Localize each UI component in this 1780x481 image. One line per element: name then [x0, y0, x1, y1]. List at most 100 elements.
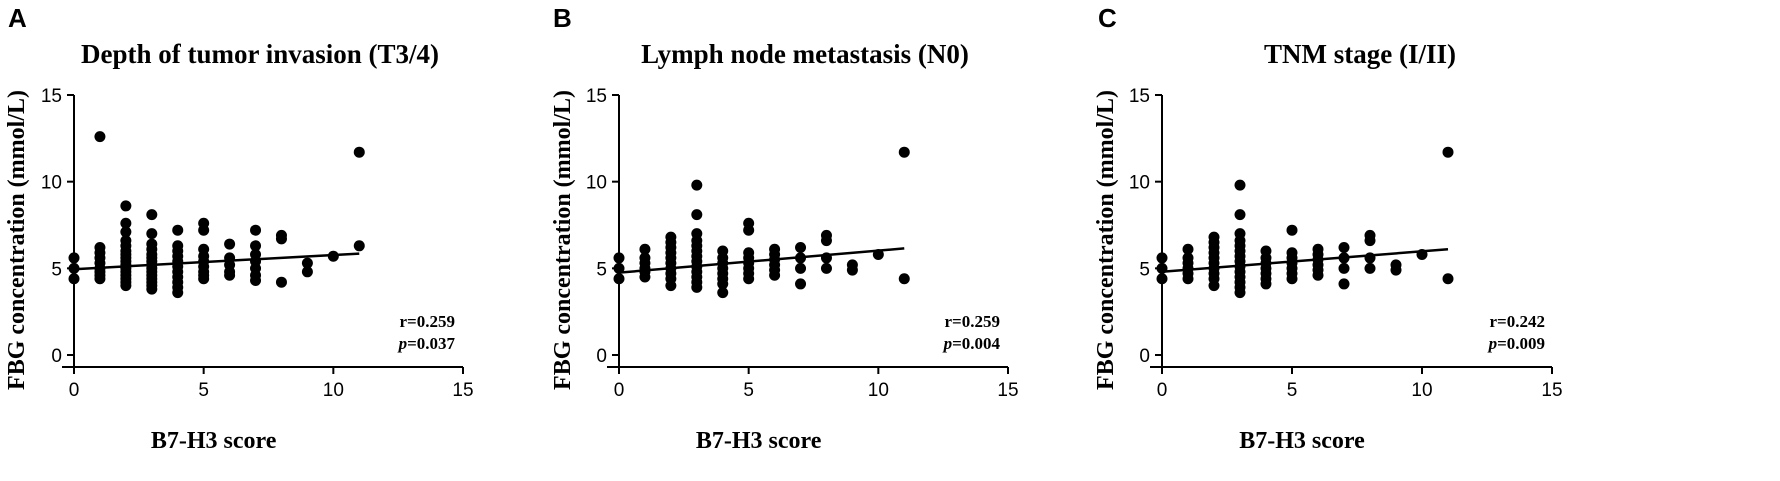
y-tick-label: 15 — [1129, 86, 1150, 107]
data-point — [1260, 278, 1272, 290]
data-point — [198, 273, 210, 285]
data-point — [743, 224, 755, 236]
x-tick-label: 5 — [1287, 380, 1298, 401]
x-tick-label: 10 — [868, 380, 889, 401]
p-symbol: p — [1487, 334, 1498, 353]
data-point — [1338, 278, 1350, 290]
r-value: r=0.242 — [1490, 312, 1545, 331]
data-point — [275, 233, 287, 245]
panel-label: B — [553, 3, 572, 33]
data-point — [1390, 264, 1402, 276]
data-point — [146, 209, 158, 221]
data-point — [820, 235, 832, 247]
y-tick-label: 0 — [51, 346, 62, 367]
data-point — [1182, 243, 1194, 255]
panel-label: A — [8, 3, 27, 33]
r-value: r=0.259 — [945, 312, 1000, 331]
x-axis-label: B7-H3 score — [1239, 428, 1365, 454]
data-point — [1286, 224, 1298, 236]
chart-panel-b: B Lymph node metastasis (N0) 0 5 10 15 0 5 10 15 B… — [550, 3, 1019, 454]
x-tick-label: 5 — [198, 380, 209, 401]
data-point — [820, 262, 832, 274]
data-point — [172, 224, 184, 236]
y-tick-label: 15 — [586, 86, 607, 107]
data-point — [795, 252, 807, 264]
data-point — [1416, 248, 1428, 260]
data-point — [1234, 209, 1246, 221]
data-point — [691, 209, 703, 221]
data-point — [691, 281, 703, 293]
data-point — [68, 273, 80, 285]
x-tick-label: 15 — [452, 380, 473, 401]
x-tick-label: 5 — [743, 380, 754, 401]
data-point — [198, 224, 210, 236]
data-point — [795, 262, 807, 274]
data-point — [613, 273, 625, 285]
p-value: p=0.037 — [397, 334, 456, 353]
y-tick-label: 0 — [596, 346, 607, 367]
data-point — [872, 248, 884, 260]
data-point — [1156, 273, 1168, 285]
data-point — [1156, 262, 1168, 274]
chart-panel-a: A Depth of tumor invasion (T3/4) 0 5 10 15 0 5 1… — [4, 3, 474, 454]
data-point — [613, 252, 625, 264]
chart-title: Lymph node metastasis (N0) — [641, 39, 969, 69]
data-point — [146, 283, 158, 295]
x-tick-label: 10 — [1411, 380, 1432, 401]
data-point — [224, 238, 236, 250]
data-point — [120, 280, 132, 292]
data-point — [146, 228, 158, 240]
data-point — [353, 146, 365, 158]
data-point — [1182, 273, 1194, 285]
data-point — [1286, 273, 1298, 285]
y-tick-label: 15 — [41, 86, 62, 107]
data-point — [1234, 179, 1246, 191]
data-point — [1338, 242, 1350, 254]
data-point — [224, 269, 236, 281]
data-point — [1364, 252, 1376, 264]
data-point — [691, 179, 703, 191]
data-point — [1338, 252, 1350, 264]
r-value: r=0.259 — [400, 312, 455, 331]
regression-line — [73, 252, 360, 271]
data-point — [1234, 287, 1246, 299]
data-point — [301, 266, 313, 278]
data-point — [1312, 269, 1324, 281]
data-point — [68, 262, 80, 274]
data-point — [665, 280, 677, 292]
data-point — [94, 131, 106, 143]
y-tick-label: 10 — [41, 173, 62, 194]
data-point — [717, 278, 729, 290]
data-point — [250, 240, 262, 252]
x-axis-label: B7-H3 score — [696, 428, 822, 454]
data-point — [639, 243, 651, 255]
y-axis-label: FBG concentration (mmol/L) — [1093, 90, 1119, 390]
data-point — [353, 240, 365, 252]
data-point — [795, 242, 807, 254]
data-point — [820, 252, 832, 264]
data-point — [1442, 146, 1454, 158]
x-tick-label: 10 — [323, 380, 344, 401]
p-symbol: p — [397, 334, 408, 353]
data-point — [898, 146, 910, 158]
p-number: =0.009 — [1497, 334, 1545, 353]
data-point — [795, 278, 807, 290]
y-tick-label: 5 — [1139, 259, 1150, 280]
p-number: =0.037 — [407, 334, 455, 353]
p-symbol: p — [942, 334, 953, 353]
data-point — [1442, 273, 1454, 285]
data-point — [1364, 262, 1376, 274]
y-tick-label: 10 — [586, 173, 607, 194]
x-tick-label: 0 — [614, 380, 625, 401]
data-point — [1364, 235, 1376, 247]
chart-title: Depth of tumor invasion (T3/4) — [81, 39, 439, 69]
data-point — [717, 287, 729, 299]
regression-line — [1161, 248, 1449, 274]
data-point — [94, 273, 106, 285]
data-point — [120, 226, 132, 238]
data-point — [898, 273, 910, 285]
data-point — [250, 224, 262, 236]
x-tick-label: 0 — [1157, 380, 1168, 401]
x-tick-label: 15 — [997, 380, 1018, 401]
x-tick-label: 15 — [1541, 380, 1562, 401]
